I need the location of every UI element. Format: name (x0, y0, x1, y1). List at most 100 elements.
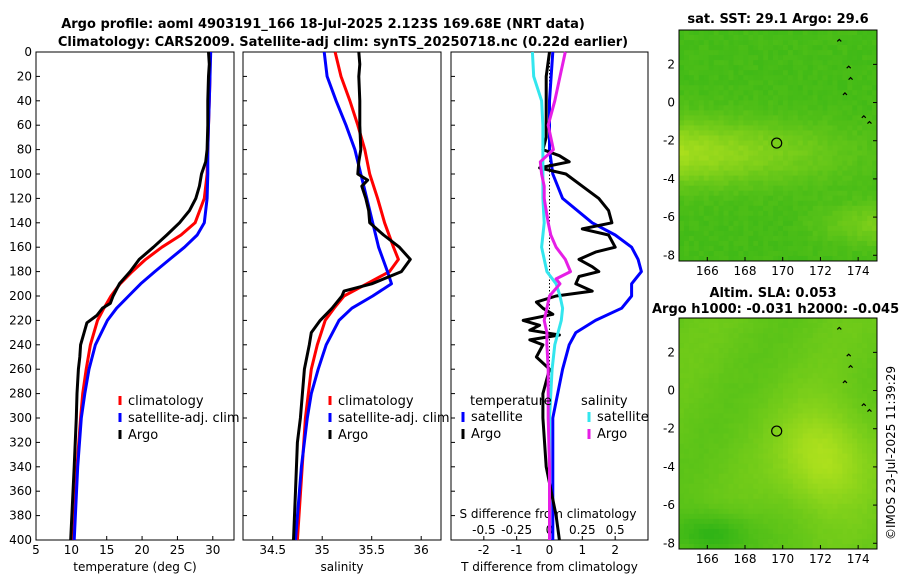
map-cell (763, 210, 769, 217)
map-cell (792, 70, 799, 76)
map-cell (733, 373, 739, 379)
map-cell (867, 205, 873, 212)
map-cell (797, 55, 804, 61)
map-cell (802, 373, 809, 379)
map-cell (693, 135, 700, 141)
map-cell (862, 538, 868, 545)
map-cell (773, 528, 779, 535)
map-cell (867, 418, 873, 424)
map-cell (802, 533, 809, 540)
map-cell (703, 65, 710, 71)
map-cell (862, 200, 868, 207)
map-cell (718, 333, 724, 339)
x-tick-label: 25 (170, 543, 185, 557)
map-cell (822, 35, 828, 41)
map-cell (768, 393, 774, 399)
map-cell (703, 428, 710, 434)
map-cell (867, 165, 873, 172)
map-cell (867, 145, 873, 151)
map-cell (867, 408, 873, 414)
map-cell (792, 100, 799, 106)
map-cell (867, 348, 873, 354)
map-cell (768, 85, 774, 91)
map-cell (708, 180, 715, 187)
map-cell (688, 175, 695, 182)
map-cell (802, 100, 809, 106)
map-cell (738, 220, 744, 227)
map-cell (713, 373, 719, 379)
map-cell (758, 423, 764, 429)
map-cell (832, 323, 838, 329)
map-cell (768, 388, 774, 394)
map-cell (723, 413, 729, 419)
map-cell (708, 538, 715, 545)
map-cell (807, 85, 814, 91)
figure-title-line1: Argo profile: aoml 4903191_166 18-Jul-20… (61, 17, 585, 32)
map-cell (748, 120, 754, 126)
y-tick-label: -6 (663, 498, 675, 512)
map-cell (827, 40, 833, 46)
map-cell (679, 130, 685, 136)
map-cell (698, 115, 705, 121)
map-cell (738, 35, 744, 41)
map-cell (847, 50, 853, 56)
y-tick-label: 0 (667, 96, 675, 110)
map-cell (703, 225, 710, 232)
series-line-0 (72, 52, 212, 541)
map-cell (842, 75, 848, 81)
map-cell (738, 180, 744, 187)
map-cell (807, 348, 814, 354)
map-cell (827, 100, 833, 106)
map-cell (698, 75, 705, 81)
map-cell (698, 338, 705, 344)
map-cell (792, 120, 799, 126)
map-cell (728, 373, 734, 379)
map-cell (847, 428, 853, 434)
map-cell (698, 195, 705, 202)
map-cell (743, 125, 749, 131)
map-cell (703, 165, 710, 172)
map-cell (807, 45, 814, 51)
map-cell (698, 150, 705, 156)
map-cell (827, 443, 833, 449)
map-cell (792, 195, 799, 202)
map-cell (718, 378, 724, 384)
map-cell (802, 225, 809, 232)
map-cell (753, 170, 759, 177)
map-cell (713, 35, 719, 41)
island-outline (861, 114, 867, 119)
map-cell (748, 110, 754, 116)
map-cell (802, 105, 809, 111)
map-cell (802, 468, 809, 475)
map-cell (738, 235, 744, 242)
map-cell (817, 230, 823, 237)
map-cell (852, 140, 858, 146)
map-cell (802, 80, 809, 86)
map-cell (743, 35, 749, 41)
map-cell (763, 488, 769, 495)
map-cell (748, 190, 754, 197)
map-cell (698, 230, 705, 237)
map-cell (733, 513, 739, 520)
map-cell (872, 145, 878, 151)
map-cell (753, 45, 759, 51)
map-title: sat. SST: 29.1 Argo: 29.6 (687, 12, 868, 27)
map-cell (743, 80, 749, 86)
map-cell (698, 185, 705, 192)
map-cell (832, 205, 838, 212)
x-tick-label: 172 (809, 552, 832, 566)
map-cell (688, 65, 695, 71)
map-cell (797, 368, 804, 374)
map-cell (802, 473, 809, 480)
map-cell (817, 220, 823, 227)
map-cell (693, 468, 700, 475)
map-cell (679, 343, 685, 349)
map-cell (857, 413, 863, 419)
map-cell (817, 503, 823, 510)
map-cell (713, 105, 719, 111)
map-cell (852, 368, 858, 374)
map-cell (683, 408, 690, 414)
map-cell (778, 388, 784, 394)
map-cell (802, 170, 809, 177)
map-cell (832, 50, 838, 56)
